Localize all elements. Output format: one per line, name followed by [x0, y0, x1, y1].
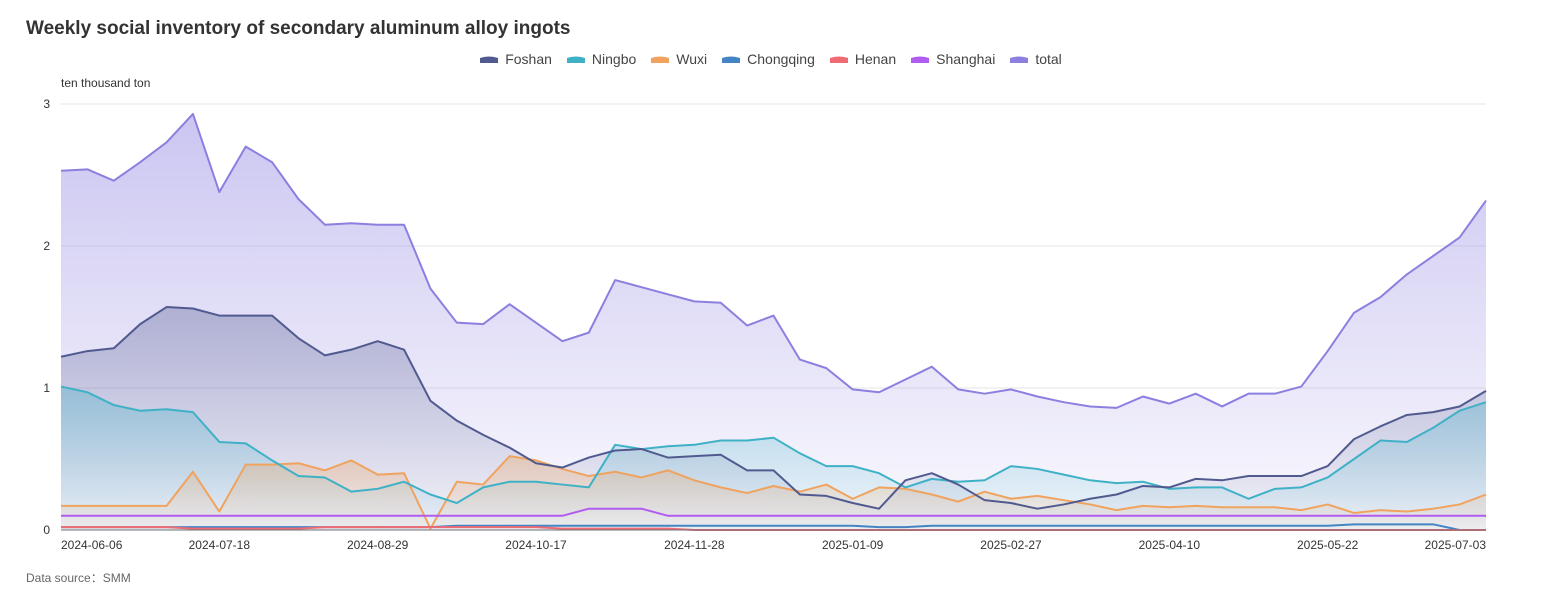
x-tick-label: 2025-07-03 — [1425, 538, 1487, 552]
x-tick-label: 2025-05-22 — [1297, 538, 1359, 552]
y-tick-label: 3 — [43, 97, 50, 111]
legend-swatch-icon — [829, 56, 848, 63]
legend-item-chongqing[interactable]: Chongqing — [721, 51, 815, 67]
legend-swatch-icon — [722, 56, 741, 63]
chart-legend: Foshan Ningbo Wuxi Chongqing Henan Shanghai to… — [0, 51, 1541, 67]
y-tick-label: 2 — [43, 239, 50, 253]
legend-swatch-icon — [566, 56, 585, 63]
legend-swatch-icon — [651, 56, 670, 63]
legend-item-total[interactable]: total — [1009, 51, 1062, 67]
data-source-note: Data source：SMM — [26, 571, 131, 585]
legend-swatch-icon — [911, 56, 930, 63]
x-tick-label: 2024-06-06 — [61, 538, 123, 552]
legend-label: Shanghai — [936, 51, 996, 67]
legend-label: Henan — [854, 51, 897, 67]
legend-item-foshan[interactable]: Foshan — [479, 51, 552, 67]
legend-item-wuxi[interactable]: Wuxi — [650, 51, 707, 67]
x-tick-label: 2024-08-29 — [347, 538, 409, 552]
x-tick-label: 2024-07-18 — [189, 538, 251, 552]
chart-title: Weekly social inventory of secondary alu… — [26, 18, 571, 39]
legend-swatch-icon — [480, 56, 499, 63]
legend-label: Ningbo — [591, 51, 637, 67]
legend-item-shanghai[interactable]: Shanghai — [910, 51, 995, 67]
x-tick-label: 2024-10-17 — [505, 538, 567, 552]
y-tick-label: 1 — [43, 381, 50, 395]
legend-swatch-icon — [1010, 56, 1029, 63]
legend-item-henan[interactable]: Henan — [829, 51, 896, 67]
legend-item-ningbo[interactable]: Ningbo — [566, 51, 636, 67]
line-chongqing[interactable] — [61, 523, 1486, 531]
area-ningbo — [61, 386, 1486, 530]
line-shanghai[interactable] — [61, 507, 1486, 517]
line-wuxi[interactable] — [61, 455, 1487, 530]
legend-label: Chongqing — [747, 51, 815, 67]
y-axis-unit: ten thousand ton — [61, 76, 151, 90]
area-foshan — [61, 307, 1486, 530]
x-tick-label: 2025-04-10 — [1139, 538, 1201, 552]
x-tick-label: 2025-01-09 — [822, 538, 884, 552]
legend-label: total — [1035, 51, 1062, 67]
line-total[interactable] — [60, 112, 1487, 409]
area-wuxi — [61, 456, 1486, 530]
y-tick-label: 0 — [43, 523, 50, 537]
x-tick-label: 2025-02-27 — [980, 538, 1042, 552]
legend-label: Foshan — [505, 51, 552, 67]
line-ningbo[interactable] — [60, 385, 1487, 505]
line-foshan[interactable] — [60, 306, 1487, 510]
legend-label: Wuxi — [676, 51, 708, 67]
x-tick-label: 2024-11-28 — [664, 538, 725, 552]
